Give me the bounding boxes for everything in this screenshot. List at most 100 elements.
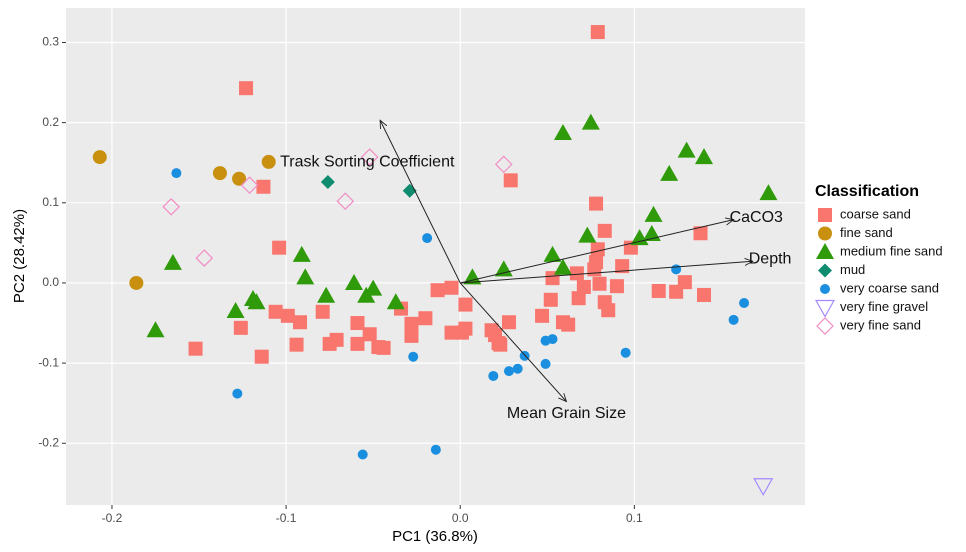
point — [256, 179, 271, 194]
point — [543, 292, 558, 307]
point — [430, 283, 445, 298]
point — [739, 297, 750, 308]
legend-key — [818, 263, 832, 278]
point — [289, 337, 304, 352]
legend-key — [818, 208, 832, 222]
point — [376, 340, 391, 355]
point — [677, 275, 692, 290]
point — [540, 358, 551, 369]
x-tick-label: 0.0 — [452, 511, 469, 525]
loading-label: Depth — [749, 251, 792, 268]
point — [404, 316, 419, 331]
point — [320, 174, 335, 189]
point — [576, 279, 591, 294]
point — [463, 268, 482, 285]
point — [268, 304, 283, 319]
point — [553, 258, 572, 275]
legend-label: very coarse sand — [840, 280, 939, 295]
point — [581, 113, 600, 130]
point — [503, 366, 514, 377]
point — [651, 283, 666, 298]
point — [92, 150, 107, 165]
point — [693, 226, 708, 241]
point — [280, 308, 295, 323]
legend-label: coarse sand — [840, 206, 911, 221]
point — [543, 245, 562, 262]
point — [759, 184, 778, 201]
point — [336, 192, 355, 211]
point — [408, 351, 419, 362]
point — [364, 279, 383, 296]
point — [728, 314, 739, 325]
point — [261, 154, 276, 169]
point — [753, 478, 774, 496]
point — [578, 226, 597, 243]
point — [697, 287, 712, 302]
point — [503, 173, 518, 188]
point — [345, 273, 364, 290]
point — [146, 321, 165, 338]
point — [592, 276, 607, 291]
legend-label: very fine gravel — [840, 299, 928, 314]
legend-title: Classification — [815, 183, 919, 200]
point — [493, 337, 508, 352]
point — [444, 280, 459, 295]
point — [272, 240, 287, 255]
point — [163, 253, 182, 270]
x-tick-label: -0.2 — [102, 511, 123, 525]
legend-key — [816, 243, 834, 259]
point — [386, 293, 405, 310]
point — [404, 328, 419, 343]
legend-key — [820, 284, 830, 294]
point — [422, 233, 433, 244]
point — [360, 148, 379, 166]
point — [233, 320, 248, 335]
point — [501, 315, 516, 330]
legend-key — [818, 226, 832, 241]
point — [171, 168, 182, 179]
point — [547, 334, 558, 345]
point — [254, 349, 269, 364]
point — [129, 275, 144, 290]
point — [188, 341, 203, 356]
plot-background — [66, 8, 805, 505]
point — [195, 249, 214, 267]
point — [350, 336, 365, 351]
point — [292, 245, 311, 262]
point — [293, 315, 308, 330]
loading-label: CaCO3 — [730, 209, 783, 226]
loading-arrow — [460, 261, 753, 284]
legend-label: fine sand — [840, 225, 893, 240]
y-tick-label: -0.1 — [38, 355, 59, 369]
point — [553, 124, 572, 141]
point — [162, 197, 181, 216]
point — [357, 449, 368, 460]
legend-key — [816, 317, 834, 335]
point — [296, 268, 315, 285]
loading-arrow — [380, 120, 461, 284]
y-tick-label: 0.3 — [42, 35, 59, 49]
y-tick-label: 0.2 — [42, 115, 59, 129]
point — [226, 302, 245, 319]
y-tick-label: 0.0 — [42, 275, 59, 289]
loading-label: Mean Grain Size — [507, 405, 626, 422]
point — [590, 25, 605, 40]
point — [458, 321, 473, 336]
point — [535, 308, 550, 323]
point — [212, 166, 227, 181]
legend-key — [814, 299, 836, 318]
y-axis-title: PC2 (28.42%) — [11, 209, 28, 303]
legend-label: medium fine sand — [840, 243, 943, 258]
point — [247, 293, 266, 310]
point — [240, 176, 259, 195]
loading-arrow — [460, 220, 733, 284]
point — [620, 347, 631, 358]
point — [677, 141, 696, 158]
loading-arrow — [459, 282, 566, 402]
point — [488, 370, 499, 381]
point — [660, 164, 679, 181]
point — [512, 363, 523, 374]
point — [615, 259, 630, 274]
point — [418, 311, 433, 326]
